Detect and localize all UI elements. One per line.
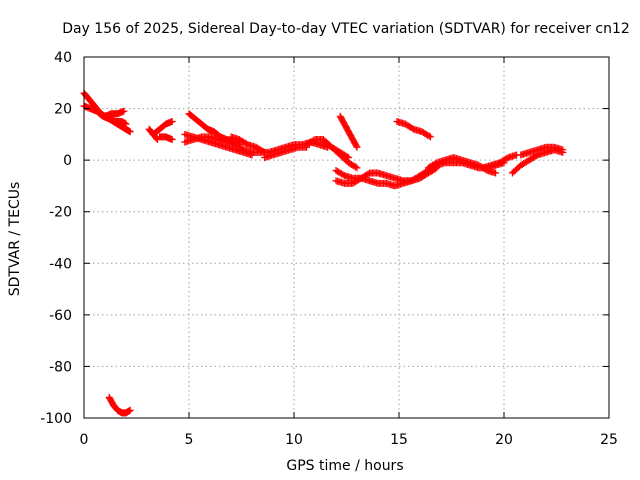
y-tick-labels: -100 -80 -60 -40 -20 0 20 40	[40, 50, 72, 427]
data-point	[559, 146, 567, 154]
data-point	[343, 153, 351, 161]
series-arc8	[181, 130, 256, 159]
data-marks	[80, 89, 567, 417]
chart-title: Day 156 of 2025, Sidereal Day-to-day VTE…	[62, 21, 630, 37]
data-point	[427, 133, 434, 141]
series-arc22	[105, 393, 134, 417]
series-arc13	[319, 138, 353, 162]
data-point	[345, 154, 353, 162]
series-arc6	[156, 133, 176, 144]
data-point	[168, 136, 176, 144]
y-tick-label: -40	[49, 256, 72, 272]
x-tick-label: 5	[185, 432, 194, 448]
x-tick-label: 10	[285, 432, 303, 448]
data-point	[122, 120, 130, 128]
data-point	[492, 169, 500, 177]
plot-frame	[83, 56, 610, 419]
y-tick-label: -20	[49, 205, 72, 221]
data-point	[353, 143, 361, 151]
data-point	[120, 107, 128, 115]
series-arc16	[332, 164, 441, 187]
grid	[84, 57, 609, 418]
series-arc9	[185, 110, 243, 149]
data-point	[126, 128, 134, 136]
data-point	[126, 406, 134, 414]
y-axis-title: SDTVAR / TECUs	[7, 182, 23, 297]
series-arc10	[227, 133, 269, 156]
data-point	[248, 151, 256, 159]
series-arc5	[149, 117, 176, 138]
data-point	[353, 164, 361, 172]
data-point	[425, 132, 433, 140]
y-tick-label: -80	[49, 359, 72, 375]
y-tick-label: -60	[49, 308, 72, 324]
x-tick-label: 15	[390, 432, 408, 448]
x-tick-label: 0	[80, 432, 89, 448]
x-tick-label: 25	[600, 432, 618, 448]
data-point	[168, 117, 176, 125]
series-arc19	[479, 151, 521, 172]
x-tick-labels: 0 5 10 15 20 25	[80, 432, 618, 448]
y-tick-label: 0	[63, 153, 72, 169]
y-tick-label: -100	[40, 411, 72, 427]
series-arc3	[101, 107, 128, 120]
series-arc21	[517, 143, 567, 159]
y-tick-label: 20	[54, 102, 72, 118]
data-point	[259, 148, 267, 156]
x-tick-label: 20	[495, 432, 513, 448]
data-point	[352, 142, 360, 150]
y-tick-label: 40	[54, 50, 72, 66]
data-point	[352, 163, 360, 171]
axis-ticks	[83, 56, 610, 419]
x-axis-title: GPS time / hours	[286, 458, 403, 474]
series-arc14	[336, 112, 361, 151]
series-arc17	[393, 117, 434, 141]
